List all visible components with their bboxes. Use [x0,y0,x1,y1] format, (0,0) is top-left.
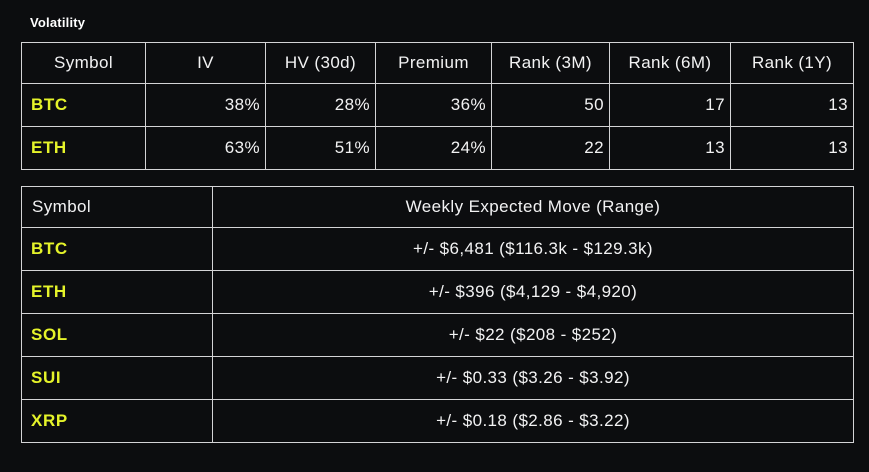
symbol-cell-xrp: XRP [21,399,213,443]
expected-move-table: Symbol Weekly Expected Move (Range) BTC … [21,186,854,443]
table-row-eth: ETH 63% 51% 24% 22 13 13 [21,126,854,170]
table-row-xrp: XRP +/- $0.18 ($2.86 - $3.22) [21,399,854,443]
move-cell-eth: +/- $396 ($4,129 - $4,920) [212,270,854,314]
premium-cell: 24% [375,126,492,170]
header-rank-6m: Rank (6M) [609,42,731,84]
header-hv-30d: HV (30d) [265,42,376,84]
header-iv: IV [145,42,266,84]
table-row-eth: ETH +/- $396 ($4,129 - $4,920) [21,270,854,314]
iv-cell: 63% [145,126,266,170]
table-row-btc: BTC 38% 28% 36% 50 17 13 [21,83,854,127]
table-row-sui: SUI +/- $0.33 ($3.26 - $3.92) [21,356,854,400]
rank-1y-cell: 13 [730,126,854,170]
rank-3m-cell: 50 [491,83,610,127]
volatility-header-row: Symbol IV HV (30d) Premium Rank (3M) Ran… [21,42,854,84]
symbol-cell-btc: BTC [21,227,213,271]
table-row-sol: SOL +/- $22 ($208 - $252) [21,313,854,357]
header-rank-3m: Rank (3M) [491,42,610,84]
symbol-cell-sol: SOL [21,313,213,357]
volatility-table: Symbol IV HV (30d) Premium Rank (3M) Ran… [21,42,854,170]
rank-6m-cell: 13 [609,126,731,170]
table-row-btc: BTC +/- $6,481 ($116.3k - $129.3k) [21,227,854,271]
symbol-cell-sui: SUI [21,356,213,400]
hv-cell: 28% [265,83,376,127]
header-symbol: Symbol [21,186,213,228]
header-premium: Premium [375,42,492,84]
rank-3m-cell: 22 [491,126,610,170]
move-cell-sol: +/- $22 ($208 - $252) [212,313,854,357]
rank-1y-cell: 13 [730,83,854,127]
header-rank-1y: Rank (1Y) [730,42,854,84]
hv-cell: 51% [265,126,376,170]
move-cell-btc: +/- $6,481 ($116.3k - $129.3k) [212,227,854,271]
premium-cell: 36% [375,83,492,127]
symbol-cell-btc: BTC [21,83,146,127]
move-cell-xrp: +/- $0.18 ($2.86 - $3.22) [212,399,854,443]
expected-move-header-row: Symbol Weekly Expected Move (Range) [21,186,854,228]
symbol-cell-eth: ETH [21,270,213,314]
symbol-cell-eth: ETH [21,126,146,170]
page-title: Volatility [30,15,86,30]
move-cell-sui: +/- $0.33 ($3.26 - $3.92) [212,356,854,400]
header-weekly-expected-move: Weekly Expected Move (Range) [212,186,854,228]
iv-cell: 38% [145,83,266,127]
header-symbol: Symbol [21,42,146,84]
rank-6m-cell: 17 [609,83,731,127]
